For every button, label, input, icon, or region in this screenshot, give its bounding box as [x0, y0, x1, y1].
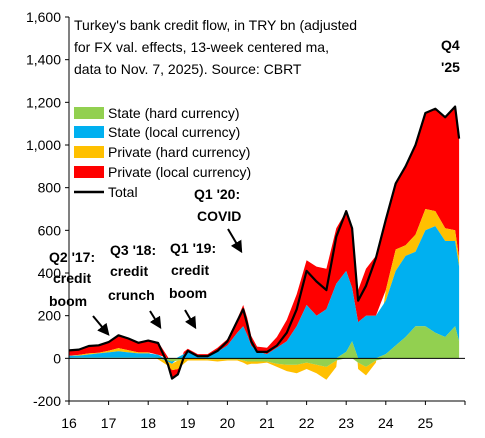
axes: -200 0 200 400 600 800 1,000 1,200 1,400 1,600 16 1…: [26, 9, 466, 431]
x-tick-label: 25: [418, 415, 434, 431]
area-private-hard-currency: [69, 209, 460, 380]
y-tick-label: 1,000: [26, 137, 61, 153]
annotation-q1-19-line-2: credit: [171, 262, 209, 278]
annotation-q4-25-line-2: '25: [441, 59, 460, 75]
legend-label-state-local: State (local currency): [108, 124, 240, 140]
y-tick-label: 600: [38, 222, 62, 238]
legend-label-private-local: Private (local currency): [108, 164, 251, 180]
legend-swatch-private-hard: [74, 146, 104, 158]
y-tick-label: -200: [33, 393, 61, 409]
x-tick-label: 18: [140, 415, 156, 431]
x-tick-label: 19: [180, 415, 196, 431]
legend-swatch-private-local: [74, 166, 104, 178]
legend-label-private-hard: Private (hard currency): [108, 144, 250, 160]
annotation-q3-18-line-2: credit: [110, 263, 148, 279]
chart-title-line-2: for FX val. effects, 13-week centered ma…: [74, 39, 329, 55]
annotation-q2-17-line-3: boom: [49, 293, 87, 309]
area-private-local-currency: [69, 106, 460, 379]
annotation-q2-17-line-2: credit: [53, 270, 91, 286]
x-tick-label: 16: [61, 415, 77, 431]
annotation-arrows: [92, 228, 243, 336]
x-tick-label: 17: [101, 415, 117, 431]
annotation-arrow: [184, 309, 197, 330]
annotation-arrow: [92, 315, 110, 336]
area-state-local-currency: [69, 226, 460, 364]
y-tick-label: 1,200: [26, 94, 61, 110]
legend-swatch-state-local: [74, 126, 104, 138]
legend-label-total: Total: [108, 184, 138, 200]
x-tick-label: 23: [338, 415, 354, 431]
total-line-group: [68, 105, 461, 380]
x-tick-label: 20: [220, 415, 236, 431]
y-tick-label: 0: [53, 350, 61, 366]
annotation-q1-19-line-3: boom: [169, 285, 207, 301]
x-tick-label: 21: [259, 415, 275, 431]
annotation-q1-20-line-1: Q1 '20:: [194, 186, 240, 202]
annotation-arrow: [149, 310, 162, 330]
y-tick-label: 1,600: [26, 9, 61, 25]
chart-title-line-1: Turkey's bank credit flow, in TRY bn (ad…: [74, 17, 357, 33]
legend-swatch-state-hard: [74, 107, 104, 119]
legend: State (hard currency) State (local curre…: [74, 105, 251, 200]
annotation-arrow: [227, 228, 243, 254]
legend-label-state-hard: State (hard currency): [108, 105, 240, 121]
total-line: [68, 105, 461, 380]
y-tick-label: 400: [38, 265, 62, 281]
y-tick-label: 800: [38, 180, 62, 196]
annotation-q1-20-line-2: COVID: [197, 208, 241, 224]
y-tick-label: 200: [38, 308, 62, 324]
annotation-q1-19-line-1: Q1 '19:: [170, 240, 216, 256]
annotations: Q2 '17: credit boom Q3 '18: credit crunc…: [49, 37, 460, 336]
chart-title-line-3: data to Nov. 7, 2025). Source: CBRT: [74, 61, 302, 77]
y-tick-label: 1,400: [26, 52, 61, 68]
annotation-q4-25-line-1: Q4: [441, 37, 460, 53]
annotation-q3-18-line-3: crunch: [108, 287, 155, 303]
annotation-q2-17-line-1: Q2 '17:: [49, 249, 95, 265]
annotation-q3-18-line-1: Q3 '18:: [110, 242, 156, 258]
x-tick-label: 24: [378, 415, 394, 431]
x-tick-label: 22: [299, 415, 315, 431]
